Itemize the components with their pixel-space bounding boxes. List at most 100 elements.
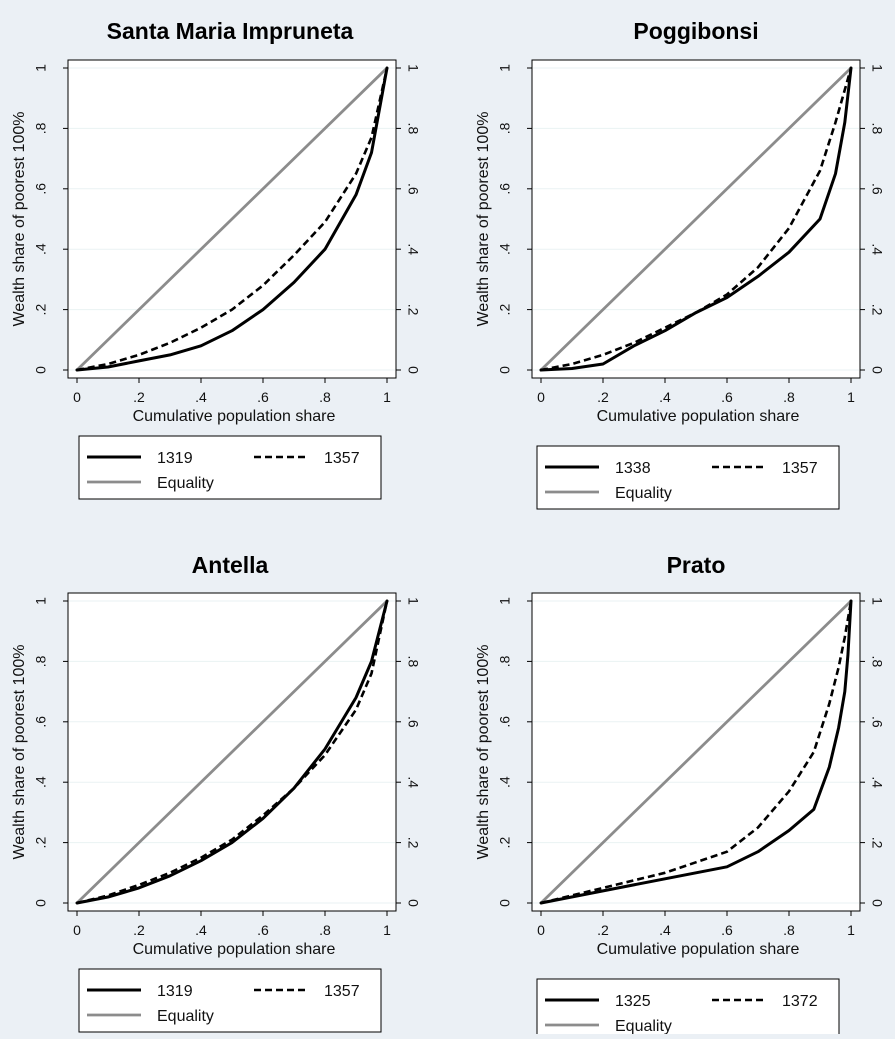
x-axis-label: Cumulative population share <box>597 941 800 958</box>
x-tick-label: .6 <box>257 922 269 938</box>
y-tick-label: .6 <box>33 716 49 728</box>
x-tick-label: 1 <box>847 922 855 938</box>
series-line-equality <box>75 66 389 372</box>
y2-tick-label: 0 <box>405 899 421 907</box>
series-line-equality <box>75 599 389 905</box>
x-tick-label: .4 <box>659 389 671 405</box>
y2-tick-label: .6 <box>405 183 421 195</box>
y2-tick-label: 0 <box>405 366 421 374</box>
series-line-1319 <box>75 599 389 905</box>
y2-tick-label: .4 <box>405 776 421 788</box>
series-line-equality <box>539 66 853 372</box>
x-tick-label: .2 <box>133 922 145 938</box>
x-tick-label: .4 <box>195 389 207 405</box>
y2-tick-label: .8 <box>869 123 885 135</box>
y-tick-label: .8 <box>33 655 49 667</box>
y2-tick-label: .8 <box>405 656 421 668</box>
y2-tick-label: 1 <box>869 64 885 72</box>
x-tick-label: .4 <box>659 922 671 938</box>
legend-label: 1325 <box>615 993 651 1010</box>
y-tick-label: .4 <box>33 243 49 255</box>
y-axis-label: Wealth share of poorest 100% <box>475 112 492 327</box>
legend-box <box>536 978 840 1039</box>
y2-tick-label: 0 <box>869 366 885 374</box>
y2-tick-label: .2 <box>405 304 421 316</box>
y-tick-label: 0 <box>33 366 49 374</box>
x-axis-label: Cumulative population share <box>133 941 336 958</box>
legend-label: 1338 <box>615 460 651 477</box>
legend-label: 1357 <box>782 460 818 477</box>
y-tick-label: .2 <box>33 837 49 849</box>
legend-box <box>536 445 840 510</box>
x-tick-label: 1 <box>847 389 855 405</box>
y2-tick-label: .8 <box>869 656 885 668</box>
legend-label: Equality <box>615 485 672 502</box>
y2-tick-label: .8 <box>405 123 421 135</box>
y-tick-label: .6 <box>497 183 513 195</box>
series-line-1357 <box>76 67 389 372</box>
series-line-1338 <box>539 66 853 372</box>
series-line-1325 <box>539 599 853 905</box>
series-line-1357 <box>76 600 389 905</box>
panel-2: Antella 0 0 .2 .2 .4 .4 .6 .6 .8 .8 1 1 0 .2 .4 .6 .8 1 Cum… <box>11 552 421 1033</box>
y2-tick-label: 1 <box>869 597 885 605</box>
y2-tick-label: 0 <box>869 899 885 907</box>
panel-0: Santa Maria Impruneta 0 0 .2 .2 .4 .4 .6 .6 .8 .8 1… <box>11 18 421 500</box>
x-tick-label: .2 <box>133 389 145 405</box>
y-tick-label: .4 <box>497 243 513 255</box>
chart-title: Poggibonsi <box>633 18 758 44</box>
legend-box <box>78 435 382 500</box>
legend-label: 1357 <box>324 983 360 1000</box>
x-tick-label: .6 <box>257 389 269 405</box>
chart-title: Antella <box>192 552 269 578</box>
x-tick-label: .2 <box>597 389 609 405</box>
x-tick-label: .8 <box>319 922 331 938</box>
panel-3: Prato 0 0 .2 .2 .4 .4 .6 .6 .8 .8 1 1 0 .2 .4 .6 .8 1 Cumul… <box>475 552 885 1039</box>
y2-tick-label: .2 <box>405 837 421 849</box>
x-axis-label: Cumulative population share <box>597 408 800 425</box>
y-tick-label: 1 <box>497 64 513 72</box>
x-tick-label: .8 <box>319 389 331 405</box>
panel-1: Poggibonsi 0 0 .2 .2 .4 .4 .6 .6 .8 .8 1 1 0 .2 .4 .6 .8 1… <box>475 18 885 510</box>
y2-tick-label: .4 <box>869 243 885 255</box>
y-tick-label: .2 <box>497 837 513 849</box>
y-tick-label: .6 <box>497 716 513 728</box>
x-tick-label: 1 <box>383 922 391 938</box>
y2-tick-label: .4 <box>405 243 421 255</box>
y2-tick-label: .2 <box>869 837 885 849</box>
y-tick-label: 1 <box>33 597 49 605</box>
y-tick-label: .4 <box>497 776 513 788</box>
legend-label: 1357 <box>324 450 360 467</box>
legend-label: 1372 <box>782 993 818 1010</box>
y-tick-label: .8 <box>33 122 49 134</box>
legend-label: Equality <box>157 1008 214 1025</box>
x-tick-label: .4 <box>195 922 207 938</box>
y2-tick-label: .4 <box>869 776 885 788</box>
y-tick-label: 0 <box>33 899 49 907</box>
x-tick-label: 0 <box>73 922 81 938</box>
x-tick-label: 0 <box>537 922 545 938</box>
y-axis-label: Wealth share of poorest 100% <box>11 112 28 327</box>
y2-tick-label: .2 <box>869 304 885 316</box>
chart-title: Santa Maria Impruneta <box>107 18 354 44</box>
legend-label: 1319 <box>157 450 193 467</box>
x-tick-label: 1 <box>383 389 391 405</box>
legend-box <box>78 968 382 1033</box>
x-tick-label: .6 <box>721 389 733 405</box>
x-tick-label: .6 <box>721 922 733 938</box>
y-axis-label: Wealth share of poorest 100% <box>475 645 492 860</box>
x-tick-label: .8 <box>783 922 795 938</box>
y-tick-label: 1 <box>497 597 513 605</box>
chart-title: Prato <box>667 552 726 578</box>
x-tick-label: 0 <box>73 389 81 405</box>
y-tick-label: 1 <box>33 64 49 72</box>
series-line-1357 <box>540 67 853 372</box>
y-tick-label: .4 <box>33 776 49 788</box>
legend-label: Equality <box>615 1018 672 1034</box>
y2-tick-label: .6 <box>869 183 885 195</box>
series-line-equality <box>539 599 853 905</box>
y2-tick-label: .6 <box>869 716 885 728</box>
y-tick-label: .8 <box>497 122 513 134</box>
